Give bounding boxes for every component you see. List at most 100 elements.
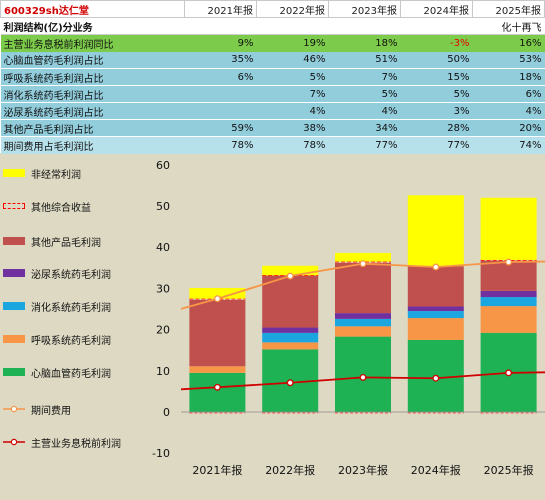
year-header: 2024年报 [400, 0, 473, 18]
x-tick-label: 2021年报 [192, 463, 242, 477]
y-tick-label: 40 [156, 241, 170, 254]
row-value: 51% [328, 51, 401, 69]
line-point [213, 383, 221, 391]
legend-item: 非经常利润 [0, 165, 160, 181]
bar-segment [407, 311, 464, 319]
legend-item: 消化系统药毛利润 [0, 298, 160, 314]
legend-label: 其他综合收益 [31, 202, 91, 214]
row-value: 6% [472, 85, 545, 103]
row-value: 9% [184, 34, 257, 52]
bar-segment [335, 252, 391, 262]
row-value: 74% [472, 136, 545, 154]
legend-item: 其他综合收益 [0, 198, 160, 214]
bar-segment [262, 332, 319, 343]
legend-label: 其他产品毛利润 [31, 237, 101, 249]
legend-swatch [3, 269, 25, 277]
line-point [286, 272, 294, 280]
row-value [184, 85, 257, 103]
row-value [184, 102, 257, 120]
legend-label: 呼吸系统药毛利润 [31, 335, 111, 347]
row-label: 泌尿系统药毛利润占比 [0, 102, 185, 120]
row-value: 78% [184, 136, 257, 154]
row-value: -3% [400, 34, 473, 52]
y-tick-label: 10 [156, 365, 170, 378]
row-value: 50% [400, 51, 473, 69]
row-value: 59% [184, 119, 257, 137]
row-label: 主营业务息税前利润同比 [0, 34, 185, 52]
bar-segment [480, 260, 537, 291]
legend-label: 泌尿系统药毛利润 [31, 269, 111, 281]
x-tick-label: 2025年报 [484, 463, 534, 477]
row-value: 35% [184, 51, 257, 69]
y-tick-label: -10 [152, 447, 170, 460]
bar-segment [480, 290, 537, 298]
row-value: 28% [400, 119, 473, 137]
legend-item: 呼吸系统药毛利润 [0, 331, 160, 347]
legend-label: 期间费用 [31, 405, 71, 417]
legend-label: 消化系统药毛利润 [31, 302, 111, 314]
row-value: 46% [256, 51, 329, 69]
row-value: 5% [400, 85, 473, 103]
line-point [359, 373, 367, 381]
line-point [432, 263, 440, 271]
row-value: 4% [256, 102, 329, 120]
year-header: 2025年报 [472, 0, 545, 18]
row-label: 其他产品毛利润占比 [0, 119, 185, 137]
bar-segment [189, 299, 246, 367]
bar-segment [189, 287, 246, 299]
bar-segment [262, 327, 319, 333]
row-value: 77% [400, 136, 473, 154]
line-point [213, 295, 221, 303]
line-point [432, 374, 440, 382]
line-point [286, 379, 294, 387]
profit-structure-table: 600329sh达仁堂 2021年报 2022年报 2023年报 2024年报 2025年… [0, 0, 545, 154]
bar-segment [189, 366, 246, 373]
empty-cell [400, 17, 473, 35]
table-row: 主营业务息税前利润同比 9% 19% 18% -3% 16% [0, 34, 545, 52]
row-value: 6% [184, 68, 257, 86]
bar-segment [335, 318, 391, 327]
legend-swatch [3, 335, 25, 343]
row-value: 15% [400, 68, 473, 86]
table-row: 呼吸系统药毛利润占比 6% 5% 7% 15% 18% [0, 68, 545, 86]
row-value: 5% [328, 85, 401, 103]
empty-cell [328, 17, 401, 35]
year-header: 2022年报 [256, 0, 329, 18]
line-point [359, 260, 367, 268]
empty-cell [256, 17, 329, 35]
bar-segment [407, 195, 464, 267]
x-tick-label: 2024年报 [411, 463, 461, 477]
row-value: 34% [328, 119, 401, 137]
credit-text: 化十再飞 [472, 17, 545, 35]
year-header: 2021年报 [184, 0, 257, 18]
legend-swatch [3, 203, 25, 209]
table-subtitle: 利润结构(亿)分业务 [0, 17, 185, 35]
legend-swatch [3, 169, 25, 177]
y-tick-label: 30 [156, 282, 170, 295]
bar-segment [189, 372, 246, 412]
line-point [505, 258, 513, 266]
row-value: 7% [256, 85, 329, 103]
row-label: 消化系统药毛利润占比 [0, 85, 185, 103]
row-value: 78% [256, 136, 329, 154]
table-row: 期间费用占毛利润比 78% 78% 77% 77% 74% [0, 136, 545, 154]
row-value: 38% [256, 119, 329, 137]
y-tick-label: 0 [163, 406, 170, 419]
row-value: 53% [472, 51, 545, 69]
legend-swatch [3, 437, 25, 447]
bar-segment [262, 265, 319, 276]
row-label: 心脑血管药毛利润占比 [0, 51, 185, 69]
legend-item: 期间费用 [0, 401, 160, 417]
legend-swatch [3, 404, 25, 414]
chart-legend: 非经常利润其他综合收益 其他产品毛利润 泌尿系统药毛利润 消化系统药毛利润 呼吸系统药毛… [0, 153, 160, 500]
legend-item: 主营业务息税前利润 [0, 434, 160, 450]
legend-item: 其他产品毛利润 [0, 233, 160, 249]
row-value: 3% [400, 102, 473, 120]
x-tick-label: 2022年报 [265, 463, 315, 477]
row-value: 16% [472, 34, 545, 52]
table-row: 其他产品毛利润占比 59% 38% 34% 28% 20% [0, 119, 545, 137]
bar-segment [335, 262, 391, 314]
row-label: 期间费用占毛利润比 [0, 136, 185, 154]
bar-segment [262, 275, 319, 328]
row-value: 19% [256, 34, 329, 52]
